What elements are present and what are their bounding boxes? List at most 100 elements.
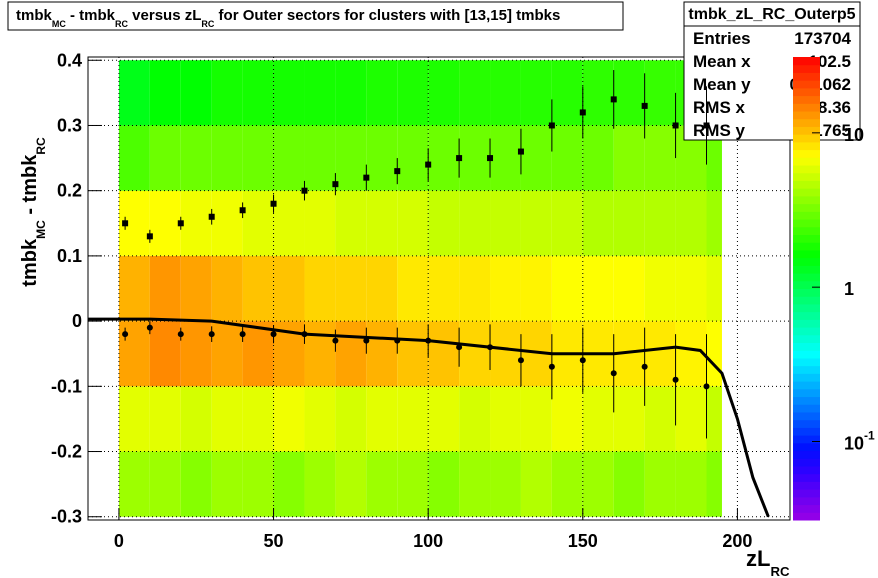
heatmap-cell bbox=[520, 451, 552, 517]
color-bar-strip bbox=[793, 388, 820, 398]
y-axis-label: tmbkMC - tmbkRC bbox=[19, 137, 48, 287]
x-tick-label: 200 bbox=[722, 531, 752, 551]
heatmap-cell bbox=[551, 60, 583, 126]
subscript: RC bbox=[34, 137, 48, 155]
color-bar-strip bbox=[793, 157, 820, 166]
stats-name: tmbk_zL_RC_Outerp5 bbox=[688, 6, 855, 23]
heatmap-cell bbox=[273, 190, 305, 256]
x-tick-label: 150 bbox=[568, 531, 598, 551]
color-bar-strip bbox=[793, 126, 820, 135]
stats-label: RMS x bbox=[693, 98, 746, 117]
heatmap-cell bbox=[335, 190, 367, 256]
color-bar-strip bbox=[793, 419, 820, 428]
profile-point bbox=[672, 122, 679, 129]
z-tick-text: 1 bbox=[844, 279, 854, 299]
profile-point bbox=[703, 122, 710, 129]
heatmap-cell bbox=[366, 60, 398, 126]
text-part: - tmbk bbox=[19, 154, 41, 220]
color-bar-strip bbox=[793, 64, 820, 73]
color-bar-strip bbox=[793, 211, 820, 220]
profile-point bbox=[363, 174, 370, 181]
text-part: versus zL bbox=[128, 7, 201, 24]
profile-point bbox=[146, 324, 153, 331]
heatmap-cell bbox=[211, 255, 243, 322]
color-bar-strip bbox=[793, 334, 820, 344]
color-bar-strip bbox=[793, 149, 820, 158]
heatmap-cell bbox=[335, 386, 367, 452]
subscript: MC bbox=[34, 220, 48, 239]
heatmap-cell bbox=[118, 321, 150, 387]
y-tick-label: -0.3 bbox=[51, 507, 82, 527]
color-bar-strip bbox=[793, 273, 820, 282]
text-part: - tmbk bbox=[66, 7, 116, 24]
color-bar-strip bbox=[793, 458, 820, 467]
heatmap-cell bbox=[551, 451, 583, 517]
profile-point bbox=[517, 357, 524, 364]
heatmap-cell bbox=[613, 60, 645, 126]
profile-point bbox=[270, 331, 277, 338]
heatmap-cell bbox=[242, 255, 274, 322]
heatmap-cell bbox=[211, 321, 243, 387]
heatmap-cell bbox=[397, 386, 429, 452]
y-tick-label: -0.2 bbox=[51, 442, 82, 462]
heatmap-cell bbox=[149, 451, 181, 517]
profile-point bbox=[703, 383, 710, 390]
color-bar-strip bbox=[793, 195, 820, 205]
heatmap-cell bbox=[118, 60, 150, 126]
heatmap-cell bbox=[490, 451, 521, 517]
profile-point bbox=[122, 331, 129, 338]
heatmap-cell bbox=[551, 255, 583, 322]
color-bar-strip bbox=[793, 311, 820, 320]
profile-point bbox=[208, 213, 215, 220]
color-bar-strip bbox=[793, 141, 820, 151]
color-bar-strip bbox=[793, 327, 820, 336]
color-bar-strip bbox=[793, 118, 820, 127]
profile-point bbox=[332, 337, 339, 344]
heatmap-cell bbox=[118, 255, 150, 322]
color-bar-strip bbox=[793, 357, 820, 367]
heatmap-cell bbox=[304, 60, 336, 126]
subscript: MC bbox=[52, 19, 66, 29]
heatmap-cell bbox=[644, 255, 676, 322]
heatmap-cell bbox=[397, 60, 429, 126]
heatmap-cell bbox=[613, 386, 645, 452]
heatmap-cell bbox=[582, 255, 614, 322]
heatmap-cell bbox=[304, 125, 336, 191]
heatmap-cell bbox=[211, 386, 243, 452]
profile-point bbox=[672, 376, 679, 383]
heatmap-cell bbox=[644, 190, 676, 256]
color-bar-strip bbox=[793, 465, 820, 475]
heatmap-cell bbox=[366, 255, 398, 322]
profile-point bbox=[517, 148, 524, 155]
profile-point bbox=[456, 344, 463, 351]
x-tick-label: 100 bbox=[413, 531, 443, 551]
heatmap-cell bbox=[582, 386, 614, 452]
heatmap-cell bbox=[304, 255, 336, 322]
heatmap-cell bbox=[459, 321, 491, 387]
heatmap-cell bbox=[366, 386, 398, 452]
stats-label: Entries bbox=[693, 29, 751, 48]
color-bar-strip bbox=[793, 95, 820, 104]
title-box bbox=[7, 1, 624, 31]
plot-area bbox=[88, 57, 790, 520]
profile-point bbox=[270, 200, 277, 207]
heatmap-cell bbox=[613, 255, 645, 322]
heatmap-cell bbox=[211, 60, 243, 126]
heatmap-cell bbox=[366, 190, 398, 256]
color-bar-strip bbox=[793, 489, 820, 498]
color-bar-strip bbox=[793, 373, 820, 382]
color-bar-strip bbox=[793, 404, 820, 413]
heatmap-cell bbox=[335, 60, 367, 126]
heatmap-cell bbox=[459, 386, 491, 452]
heatmap-cell bbox=[397, 255, 429, 322]
subscript: RC bbox=[201, 19, 214, 29]
heatmap-cell bbox=[675, 451, 707, 517]
heatmap-cell bbox=[706, 190, 722, 256]
profile-point bbox=[487, 155, 494, 162]
heatmap-cell bbox=[706, 321, 722, 387]
profile-point bbox=[332, 181, 339, 188]
profile-point bbox=[208, 331, 215, 338]
heatmap-cell bbox=[459, 255, 491, 322]
heatmap-cell bbox=[149, 386, 181, 452]
heatmap-cell bbox=[149, 321, 181, 387]
